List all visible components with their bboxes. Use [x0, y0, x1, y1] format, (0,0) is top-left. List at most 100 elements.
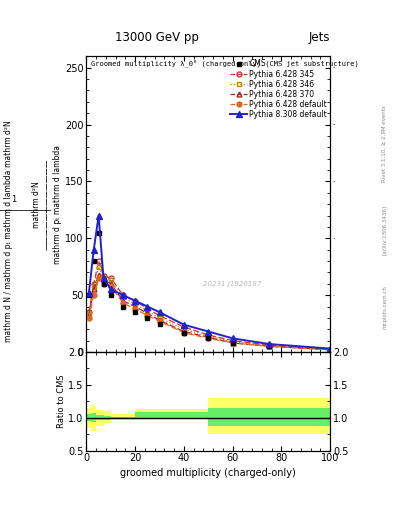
Pythia 6.428 345 — [101, 273, 106, 279]
Pythia 6.428 346 — [328, 347, 332, 353]
CMS — [108, 292, 113, 298]
Pythia 6.428 default — [133, 306, 138, 312]
Pythia 6.428 346 — [145, 308, 150, 314]
Pythia 6.428 370 — [101, 278, 106, 284]
Pythia 8.308 default — [96, 212, 101, 219]
Pythia 6.428 370 — [133, 304, 138, 310]
Pythia 6.428 default — [92, 292, 96, 298]
Pythia 8.308 default — [101, 275, 106, 281]
Pythia 6.428 default — [101, 281, 106, 287]
Pythia 6.428 default — [206, 335, 211, 342]
Pythia 6.428 370 — [145, 310, 150, 316]
Pythia 6.428 370 — [121, 298, 125, 304]
CMS — [96, 229, 101, 236]
Pythia 6.428 370 — [96, 271, 101, 278]
Pythia 6.428 346 — [96, 264, 101, 270]
Y-axis label: mathrm d²N
————————————
mathrm d pₜ mathrm d lambda: mathrm d²N ———————————— mathrm d pₜ math… — [33, 145, 62, 264]
Pythia 6.428 default — [267, 343, 272, 349]
Pythia 6.428 345 — [92, 281, 96, 287]
CMS — [267, 343, 272, 349]
Pythia 8.308 default — [108, 286, 113, 292]
Pythia 8.308 default — [230, 335, 235, 342]
Pythia 6.428 346 — [206, 333, 211, 339]
CMS — [206, 335, 211, 342]
Pythia 8.308 default — [157, 309, 162, 315]
Pythia 6.428 345 — [121, 292, 125, 298]
Text: mathrm d N / mathrm d pₜ mathrm d lambda: mathrm d N / mathrm d pₜ mathrm d lambda — [4, 170, 13, 342]
Pythia 6.428 default — [86, 315, 91, 321]
Pythia 6.428 345 — [96, 258, 101, 264]
Line: CMS: CMS — [86, 230, 332, 352]
Line: Pythia 6.428 346: Pythia 6.428 346 — [86, 264, 332, 352]
Pythia 6.428 345 — [182, 324, 186, 330]
Pythia 6.428 370 — [108, 281, 113, 287]
Pythia 6.428 345 — [230, 337, 235, 344]
Text: 1
───────────────: 1 ─────────────── — [0, 195, 51, 215]
Text: Groomed multiplicity λ_0⁰ (charged only) (CMS jet substructure): Groomed multiplicity λ_0⁰ (charged only)… — [91, 59, 359, 67]
Pythia 6.428 370 — [206, 334, 211, 340]
CMS — [121, 304, 125, 310]
Pythia 6.428 346 — [86, 311, 91, 317]
Pythia 6.428 370 — [267, 343, 272, 349]
Pythia 6.428 default — [108, 283, 113, 289]
Pythia 6.428 345 — [206, 332, 211, 338]
Pythia 6.428 346 — [182, 326, 186, 332]
Pythia 8.308 default — [92, 247, 96, 253]
Pythia 6.428 346 — [267, 343, 272, 349]
CMS — [145, 315, 150, 321]
CMS — [182, 330, 186, 336]
Pythia 6.428 346 — [92, 284, 96, 290]
Pythia 6.428 345 — [145, 306, 150, 312]
Pythia 6.428 346 — [101, 275, 106, 281]
Pythia 6.428 default — [328, 347, 332, 353]
Line: Pythia 6.428 370: Pythia 6.428 370 — [86, 272, 332, 352]
Pythia 6.428 default — [157, 318, 162, 325]
Pythia 6.428 345 — [267, 342, 272, 348]
Pythia 6.428 346 — [121, 294, 125, 301]
CMS — [157, 321, 162, 327]
CMS — [133, 309, 138, 315]
Line: Pythia 8.308 default: Pythia 8.308 default — [86, 212, 333, 352]
Pythia 6.428 370 — [157, 317, 162, 323]
Pythia 6.428 default — [182, 330, 186, 336]
Pythia 8.308 default — [267, 341, 272, 347]
Text: Rivet 3.1.10, ≥ 2.9M events: Rivet 3.1.10, ≥ 2.9M events — [382, 105, 387, 182]
Legend: CMS, Pythia 6.428 345, Pythia 6.428 346, Pythia 6.428 370, Pythia 6.428 default,: CMS, Pythia 6.428 345, Pythia 6.428 346,… — [230, 58, 328, 120]
Pythia 6.428 370 — [182, 329, 186, 335]
Pythia 6.428 default — [145, 312, 150, 318]
Y-axis label: Ratio to CMS: Ratio to CMS — [57, 374, 66, 428]
Pythia 6.428 346 — [230, 339, 235, 345]
Pythia 8.308 default — [145, 304, 150, 310]
Pythia 8.308 default — [121, 292, 125, 298]
Pythia 8.308 default — [206, 329, 211, 335]
Text: Jets: Jets — [309, 31, 330, 44]
X-axis label: groomed multiplicity (charged-only): groomed multiplicity (charged-only) — [120, 467, 296, 478]
Pythia 8.308 default — [328, 346, 332, 352]
Pythia 6.428 default — [121, 300, 125, 306]
Pythia 6.428 370 — [86, 312, 91, 318]
CMS — [328, 347, 332, 353]
Pythia 6.428 default — [230, 340, 235, 346]
Pythia 8.308 default — [133, 298, 138, 304]
Pythia 6.428 345 — [86, 309, 91, 315]
Text: [arXiv:1306.3436]: [arXiv:1306.3436] — [382, 205, 387, 255]
Text: mathrm d²N: mathrm d²N — [4, 120, 13, 167]
Text: 13000 GeV pp: 13000 GeV pp — [115, 31, 199, 44]
CMS — [101, 281, 106, 287]
Pythia 6.428 345 — [133, 298, 138, 304]
Line: Pythia 6.428 default: Pythia 6.428 default — [86, 275, 332, 352]
Pythia 6.428 346 — [133, 301, 138, 307]
Pythia 6.428 370 — [328, 347, 332, 353]
Text: mcplots.cern.ch: mcplots.cern.ch — [382, 285, 387, 329]
Pythia 6.428 345 — [108, 275, 113, 281]
Pythia 6.428 345 — [157, 312, 162, 318]
Pythia 6.428 370 — [230, 340, 235, 346]
Pythia 8.308 default — [182, 322, 186, 328]
Text: 20231 J1920187: 20231 J1920187 — [204, 281, 262, 287]
CMS — [86, 292, 91, 298]
Pythia 8.308 default — [86, 290, 91, 296]
Pythia 6.428 345 — [328, 347, 332, 353]
CMS — [92, 258, 96, 264]
Pythia 6.428 default — [96, 275, 101, 281]
CMS — [230, 340, 235, 346]
